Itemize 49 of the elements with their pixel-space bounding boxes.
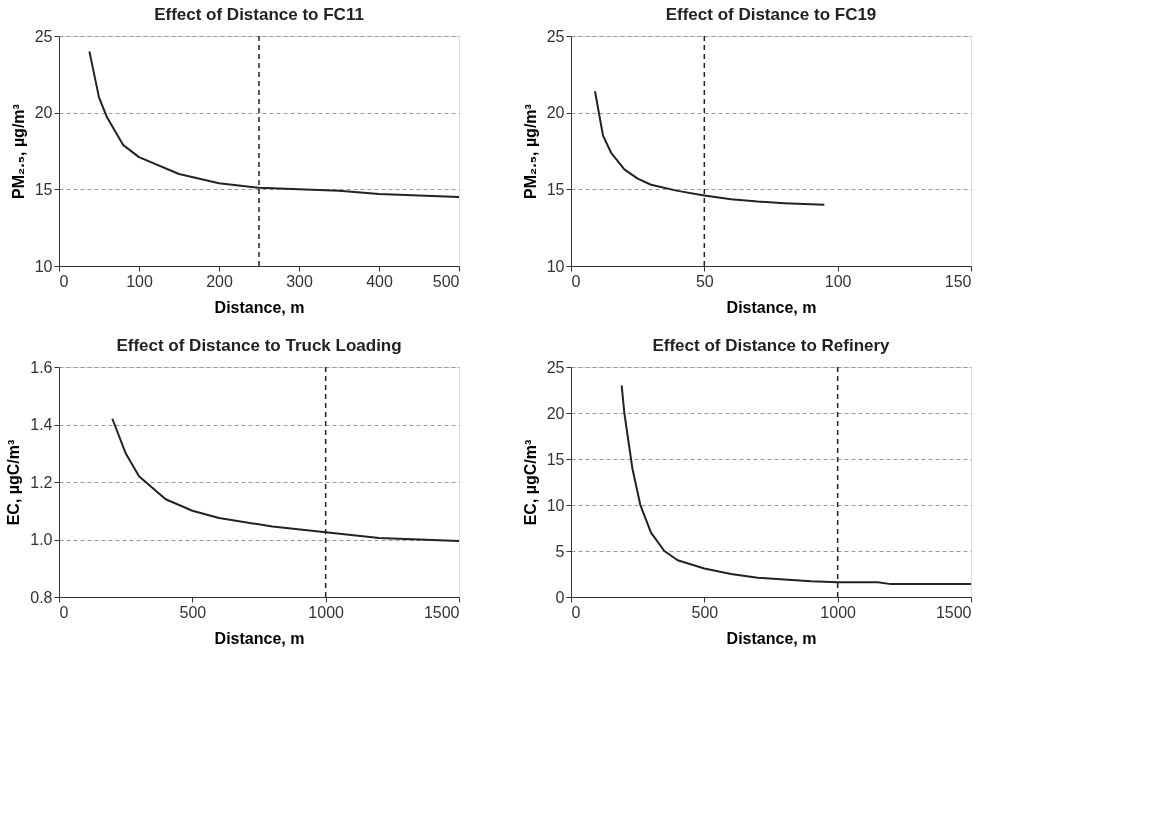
x-tick-label: 100: [126, 272, 153, 290]
x-tick-label: 400: [366, 272, 393, 290]
x-tick-label: 500: [691, 603, 719, 621]
x-tick-label: 0: [571, 272, 581, 290]
x-axis-title: Distance, m: [214, 629, 305, 647]
chart-title: Effect of Distance to Truck Loading: [116, 336, 402, 355]
y-tick-label: 1.6: [30, 358, 53, 376]
x-tick-label: 1000: [308, 603, 345, 621]
x-tick-label: 500: [432, 272, 460, 290]
y-tick-label: 25: [34, 27, 53, 45]
chart-title: Effect of Distance to FC11: [154, 5, 364, 24]
y-tick-label: 10: [34, 257, 53, 275]
y-tick-label: 15: [546, 180, 565, 198]
y-tick-label: 5: [555, 542, 565, 560]
x-tick-label: 500: [179, 603, 207, 621]
y-axis-title: PM₂.₅, µg/m³: [9, 104, 27, 199]
chart-title: Effect of Distance to FC19: [665, 5, 877, 24]
y-tick-label: 20: [546, 404, 565, 422]
x-tick-label: 0: [59, 603, 69, 621]
y-tick-label: 15: [546, 450, 565, 468]
x-tick-label: 1500: [935, 603, 972, 621]
y-tick-label: 1.0: [30, 531, 53, 548]
y-tick-label: 0.8: [30, 588, 53, 606]
x-axis-title: Distance, m: [214, 298, 305, 316]
x-tick-label: 1000: [820, 603, 857, 621]
y-tick-label: 15: [34, 180, 53, 198]
y-tick-label: 10: [546, 257, 565, 275]
x-tick-label: 150: [944, 272, 972, 290]
x-tick-label: 0: [59, 272, 69, 290]
chart-title: Effect of Distance to Refinery: [652, 336, 891, 355]
y-tick-label: 25: [546, 358, 565, 376]
y-axis-title: EC, µgC/m³: [5, 439, 23, 526]
y-tick-label: 20: [34, 104, 53, 122]
y-tick-label: 0: [555, 588, 565, 606]
x-tick-label: 200: [206, 272, 233, 290]
x-tick-label: 300: [286, 272, 313, 290]
y-axis-title: PM₂.₅, µg/m³: [521, 104, 539, 199]
x-tick-label: 0: [571, 603, 581, 621]
y-axis-title: EC, µgC/m³: [521, 439, 539, 526]
x-tick-label: 1500: [423, 603, 460, 621]
y-tick-label: 10: [546, 496, 565, 514]
y-tick-label: 25: [546, 27, 565, 45]
x-axis-title: Distance, m: [726, 298, 817, 316]
y-tick-label: 20: [546, 104, 565, 122]
y-tick-label: 1.4: [30, 416, 53, 433]
x-axis-title: Distance, m: [726, 629, 817, 647]
x-tick-label: 50: [695, 272, 714, 290]
x-tick-label: 100: [824, 272, 852, 290]
y-tick-label: 1.2: [30, 473, 53, 491]
